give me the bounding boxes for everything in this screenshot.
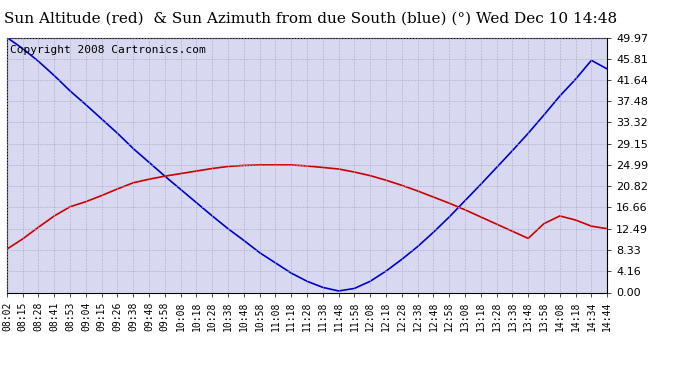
Text: Copyright 2008 Cartronics.com: Copyright 2008 Cartronics.com (10, 45, 206, 55)
Text: Sun Altitude (red)  & Sun Azimuth from due South (blue) (°) Wed Dec 10 14:48: Sun Altitude (red) & Sun Azimuth from du… (4, 11, 617, 25)
